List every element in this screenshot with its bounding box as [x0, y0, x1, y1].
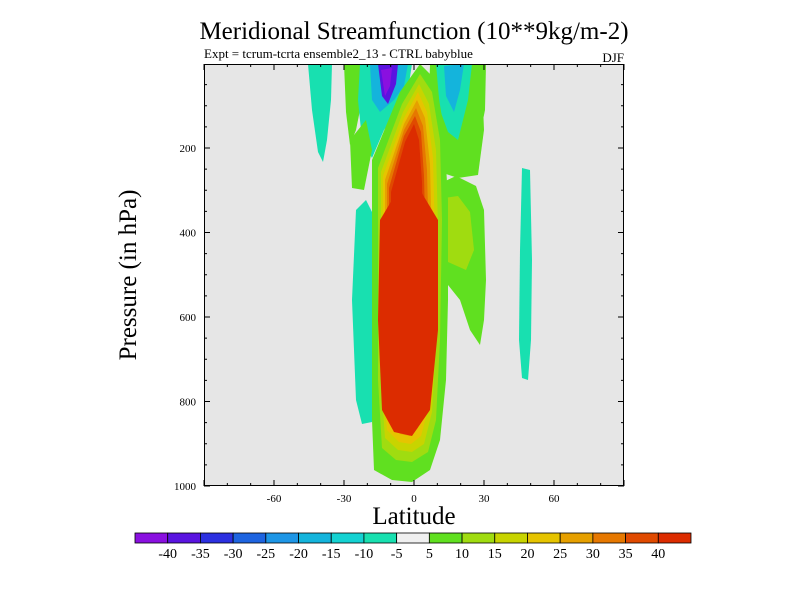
colorbar-label: -20: [289, 547, 308, 562]
colorbar-swatch: [461, 532, 496, 544]
contour-fills: [308, 64, 532, 482]
plot-frame: [204, 64, 624, 486]
colorbar-label: -10: [355, 547, 374, 562]
x-axis-label: Latitude: [372, 503, 455, 530]
colorbar-swatch: [265, 532, 299, 544]
colorbar-swatch: [200, 532, 234, 544]
colorbar-swatch: [592, 532, 626, 544]
chart-title: Meridional Streamfunction (10**9kg/m-2): [199, 18, 628, 45]
y-tick-label: 600: [180, 312, 197, 324]
season-label: DJF: [602, 50, 624, 65]
x-tick-label: -60: [267, 493, 282, 505]
y-tick-label: 1000: [174, 481, 197, 493]
colorbar-label: -35: [191, 547, 210, 562]
colorbar-label: -30: [224, 547, 243, 562]
colorbar-swatch: [559, 532, 594, 544]
colorbar-swatch: [527, 532, 561, 544]
colorbar-swatch: [330, 532, 365, 544]
south-upper-negative-peak: [381, 68, 392, 96]
colorbar-swatch: [232, 532, 267, 544]
north-upper-negative-core: [444, 64, 464, 112]
colorbar-swatch: [134, 532, 169, 544]
colorbar-swatch: [298, 532, 332, 544]
colorbar-label: -40: [158, 547, 177, 562]
south-cyan-band: [352, 200, 376, 424]
colorbar-swatch: [167, 532, 201, 544]
colorbar-label: 25: [553, 547, 567, 562]
x-tick-label: -30: [337, 493, 352, 505]
colorbar: [134, 532, 692, 544]
colorbar-label: 35: [619, 547, 633, 562]
colorbar-label: 10: [455, 547, 469, 562]
x-tick-label: 60: [549, 493, 561, 505]
colorbar-label: 5: [426, 547, 433, 562]
colorbar-swatch: [396, 532, 430, 544]
colorbar-label: 15: [488, 547, 502, 562]
colorbar-label: 20: [520, 547, 534, 562]
x-tick-labels: -60 -30 0 30 60: [267, 493, 560, 505]
south-green-mid: [350, 120, 372, 190]
colorbar-swatch: [657, 532, 692, 544]
chart-subtitle: Expt = tcrum-tcrta ensemble2_13 - CTRL b…: [204, 46, 473, 61]
colorbar-label: 30: [586, 547, 600, 562]
colorbar-label: 40: [651, 547, 665, 562]
colorbar-swatch: [363, 532, 398, 544]
colorbar-swatch: [494, 532, 528, 544]
y-axis-label: Pressure (in hPa): [115, 190, 142, 361]
y-tick-labels: 200 400 600 800 1000: [174, 143, 197, 493]
x-tick-label: 0: [411, 493, 417, 505]
y-tick-label: 800: [180, 397, 197, 409]
north-green-narrow-strip: [476, 64, 486, 135]
north-cyan-strip: [519, 168, 532, 380]
colorbar-labels: -40 -35 -30 -25 -20 -15 -10 -5 5 10 15 20 25 30 35 40: [158, 547, 665, 562]
south-far-cyan-region: [308, 64, 332, 162]
colorbar-label: -25: [256, 547, 275, 562]
colorbar-swatch: [625, 532, 659, 544]
colorbar-label: -5: [391, 547, 403, 562]
tropical-core-fill: [378, 190, 438, 436]
colorbar-swatch: [428, 532, 463, 544]
x-tick-label: 30: [479, 493, 491, 505]
y-tick-label: 200: [180, 143, 197, 155]
y-tick-label: 400: [180, 228, 197, 240]
colorbar-label: -15: [322, 547, 341, 562]
